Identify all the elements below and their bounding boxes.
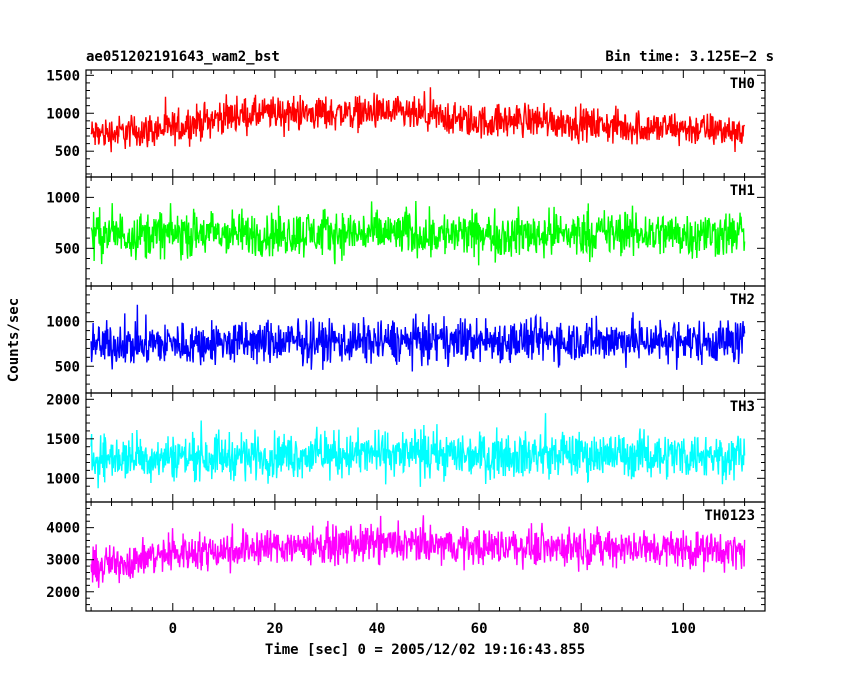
y-tick-label: 1500	[46, 432, 80, 448]
x-tick-label: 60	[471, 621, 488, 637]
series-label-th1: TH1	[730, 183, 755, 199]
series-line-th3	[90, 413, 746, 489]
y-tick-label: 500	[55, 144, 80, 160]
y-tick-label: 4000	[46, 521, 80, 537]
series-line-th1	[90, 201, 746, 266]
series-label-th0: TH0	[730, 76, 755, 92]
x-tick-label: 100	[671, 621, 696, 637]
y-tick-label: 1000	[46, 190, 80, 206]
x-tick-label: 0	[169, 621, 177, 637]
y-tick-label: 1000	[46, 471, 80, 487]
x-axis-label: Time [sec] 0 = 2005/12/02 19:16:43.855	[265, 642, 585, 658]
series-line-th0	[90, 87, 746, 153]
y-tick-label: 1000	[46, 106, 80, 122]
x-tick-label: 80	[573, 621, 590, 637]
series-line-th2	[90, 304, 746, 372]
y-tick-label: 500	[55, 241, 80, 257]
y-tick-label: 1500	[46, 68, 80, 84]
series-label-th2: TH2	[730, 292, 755, 308]
chart-title: ae051202191643_wam2_bst	[86, 49, 280, 65]
y-tick-label: 1000	[46, 315, 80, 331]
y-axis-label: Counts/sec	[6, 298, 22, 382]
x-tick-label: 20	[266, 621, 283, 637]
y-tick-label: 2000	[46, 392, 80, 408]
series-label-th0123: TH0123	[704, 508, 755, 524]
panel-frame-th0123	[85, 501, 766, 612]
y-tick-label: 500	[55, 359, 80, 375]
y-tick-label: 2000	[46, 585, 80, 601]
series-line-th0123	[90, 515, 746, 588]
x-tick-label: 40	[369, 621, 386, 637]
chart-subtitle: Bin time: 3.125E−2 s	[605, 49, 774, 65]
series-label-th3: TH3	[730, 399, 755, 415]
y-tick-label: 3000	[46, 553, 80, 569]
panels-group: TH050010001500TH15001000TH25001000TH3100…	[46, 68, 766, 637]
